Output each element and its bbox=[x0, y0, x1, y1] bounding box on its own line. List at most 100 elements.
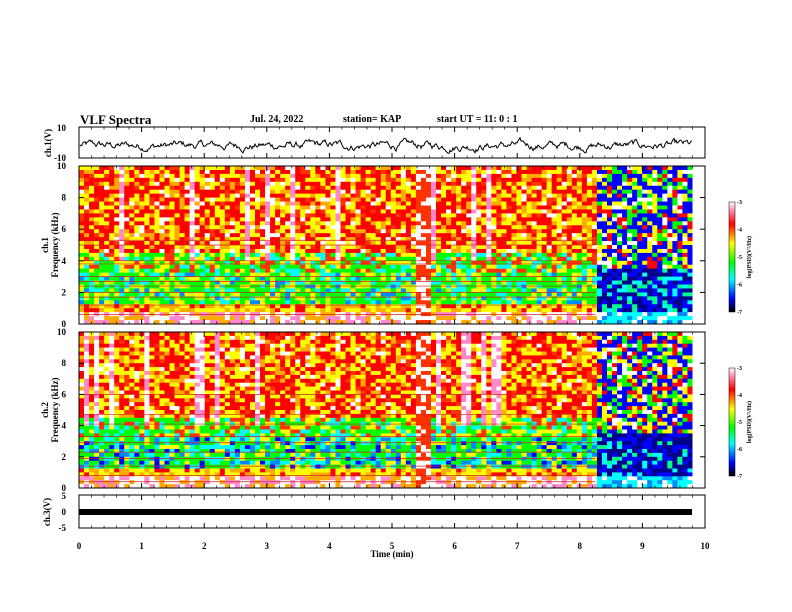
spectrogram-cell bbox=[114, 177, 120, 183]
spectrogram-cell bbox=[546, 284, 552, 289]
spectrogram-cell bbox=[154, 197, 160, 202]
spectrogram-cell bbox=[672, 268, 678, 273]
spectrogram-cell bbox=[405, 272, 412, 277]
spectrogram-cell bbox=[471, 308, 477, 313]
spectrogram-cell bbox=[239, 296, 246, 301]
spectrogram-cell bbox=[677, 252, 683, 258]
spectrogram-cell bbox=[546, 304, 552, 309]
spectrogram-cell bbox=[516, 260, 522, 266]
spectrogram-cell bbox=[104, 201, 110, 206]
spectrogram-cell bbox=[204, 260, 211, 266]
spectrogram-cell bbox=[526, 233, 532, 238]
spectrogram-cell bbox=[139, 264, 145, 269]
spectrogram-cell bbox=[662, 205, 668, 210]
spectrogram-cell bbox=[561, 280, 568, 285]
spectrogram-cell bbox=[431, 209, 437, 214]
spectrogram-cell bbox=[476, 248, 482, 254]
spectrogram-cell bbox=[627, 260, 633, 266]
spectrogram-cell bbox=[637, 300, 643, 305]
spectrogram-cell bbox=[466, 169, 472, 175]
spectrogram-cell bbox=[239, 225, 246, 230]
spectrogram-cell bbox=[566, 288, 573, 293]
spectrogram-cell bbox=[79, 268, 85, 273]
spectrogram-cell bbox=[285, 304, 291, 309]
spectrogram-cell bbox=[249, 217, 256, 222]
spectrogram-cell bbox=[496, 268, 502, 273]
spectrogram-cell bbox=[612, 209, 618, 214]
spectrogram-cell bbox=[400, 248, 407, 254]
spectrogram-cell bbox=[229, 233, 236, 238]
spectrogram-cell bbox=[144, 272, 150, 277]
spectrogram-cell bbox=[295, 304, 301, 309]
spectrogram-cell bbox=[521, 264, 527, 269]
spectrogram-cell bbox=[501, 272, 507, 277]
spectrogram-cell bbox=[501, 237, 507, 242]
spectrogram-cell bbox=[571, 201, 578, 206]
spectrogram-cell bbox=[360, 276, 366, 281]
spectrogram-cell bbox=[657, 193, 663, 198]
spectrogram-cell bbox=[99, 264, 105, 269]
spectrogram-cell bbox=[551, 197, 558, 202]
spectrogram-cell bbox=[551, 280, 558, 285]
spectrogram-cell bbox=[79, 390, 85, 395]
spectrogram-cell bbox=[410, 185, 417, 190]
spectrogram-cell bbox=[461, 264, 467, 269]
spectrogram-cell bbox=[441, 284, 447, 289]
spectrogram-cell bbox=[632, 177, 638, 183]
spectrogram-cell bbox=[612, 252, 618, 258]
spectrogram-cell bbox=[270, 185, 276, 190]
spectrogram-cell bbox=[134, 181, 140, 187]
spectrogram-cell bbox=[405, 252, 412, 258]
spectrogram-cell bbox=[466, 205, 472, 210]
spectrogram-cell bbox=[159, 308, 165, 313]
spectrogram-cell bbox=[486, 181, 492, 187]
spectrogram-cell bbox=[134, 185, 140, 190]
spectrogram-cell bbox=[451, 173, 457, 179]
spectrogram-cell bbox=[642, 248, 648, 254]
spectrogram-cell bbox=[446, 304, 452, 309]
spectrogram-cell bbox=[607, 197, 613, 202]
spectrogram-cell bbox=[89, 201, 95, 206]
spectrogram-cell bbox=[687, 229, 693, 234]
spectrogram-cell bbox=[471, 241, 477, 246]
spectrogram-cell bbox=[486, 241, 492, 246]
spectrogram-cell bbox=[617, 241, 623, 246]
spectrogram-cell bbox=[436, 256, 442, 262]
spectrogram-cell bbox=[632, 256, 638, 262]
spectrogram-cell bbox=[360, 268, 366, 273]
spectrogram-cell bbox=[300, 185, 306, 190]
spectrogram-cell bbox=[310, 213, 316, 218]
spectrogram-cell bbox=[380, 248, 387, 254]
spectrogram-cell bbox=[79, 201, 85, 206]
spectrogram-cell bbox=[134, 189, 140, 194]
spectrogram-cell bbox=[556, 316, 563, 321]
spectrogram-cell bbox=[541, 308, 547, 313]
spectrogram-cell bbox=[506, 217, 512, 222]
spectrogram-cell bbox=[526, 189, 532, 194]
spectrogram-cell bbox=[124, 221, 130, 226]
spectrogram-cell bbox=[229, 221, 236, 226]
spectrogram-cell bbox=[501, 280, 507, 285]
spectrogram-cell bbox=[481, 205, 487, 210]
spectrogram-cell bbox=[622, 209, 628, 214]
spectrogram-cell bbox=[672, 197, 678, 202]
spectrogram-cell bbox=[340, 276, 346, 281]
spectrogram-cell bbox=[275, 173, 281, 179]
spectrogram-cell bbox=[154, 225, 160, 230]
spectrogram-cell bbox=[601, 205, 608, 210]
spectrogram-cell bbox=[662, 233, 668, 238]
spectrogram-cell bbox=[124, 276, 130, 281]
spectrogram-cell bbox=[425, 264, 432, 269]
spectrogram-cell bbox=[461, 173, 467, 179]
spectrogram-cell bbox=[300, 217, 306, 222]
spectrogram-cell bbox=[551, 221, 558, 226]
spectrogram-cell bbox=[204, 217, 211, 222]
spectrogram-cell bbox=[601, 268, 608, 273]
spectrogram-cell bbox=[315, 193, 321, 198]
spectrogram-cell bbox=[652, 185, 658, 190]
spectrogram-cell bbox=[410, 225, 417, 230]
spectrogram-cell bbox=[275, 201, 281, 206]
spectrogram-cell bbox=[94, 284, 100, 289]
spectrogram-cell bbox=[229, 241, 236, 246]
spectrogram-cell bbox=[320, 300, 326, 305]
